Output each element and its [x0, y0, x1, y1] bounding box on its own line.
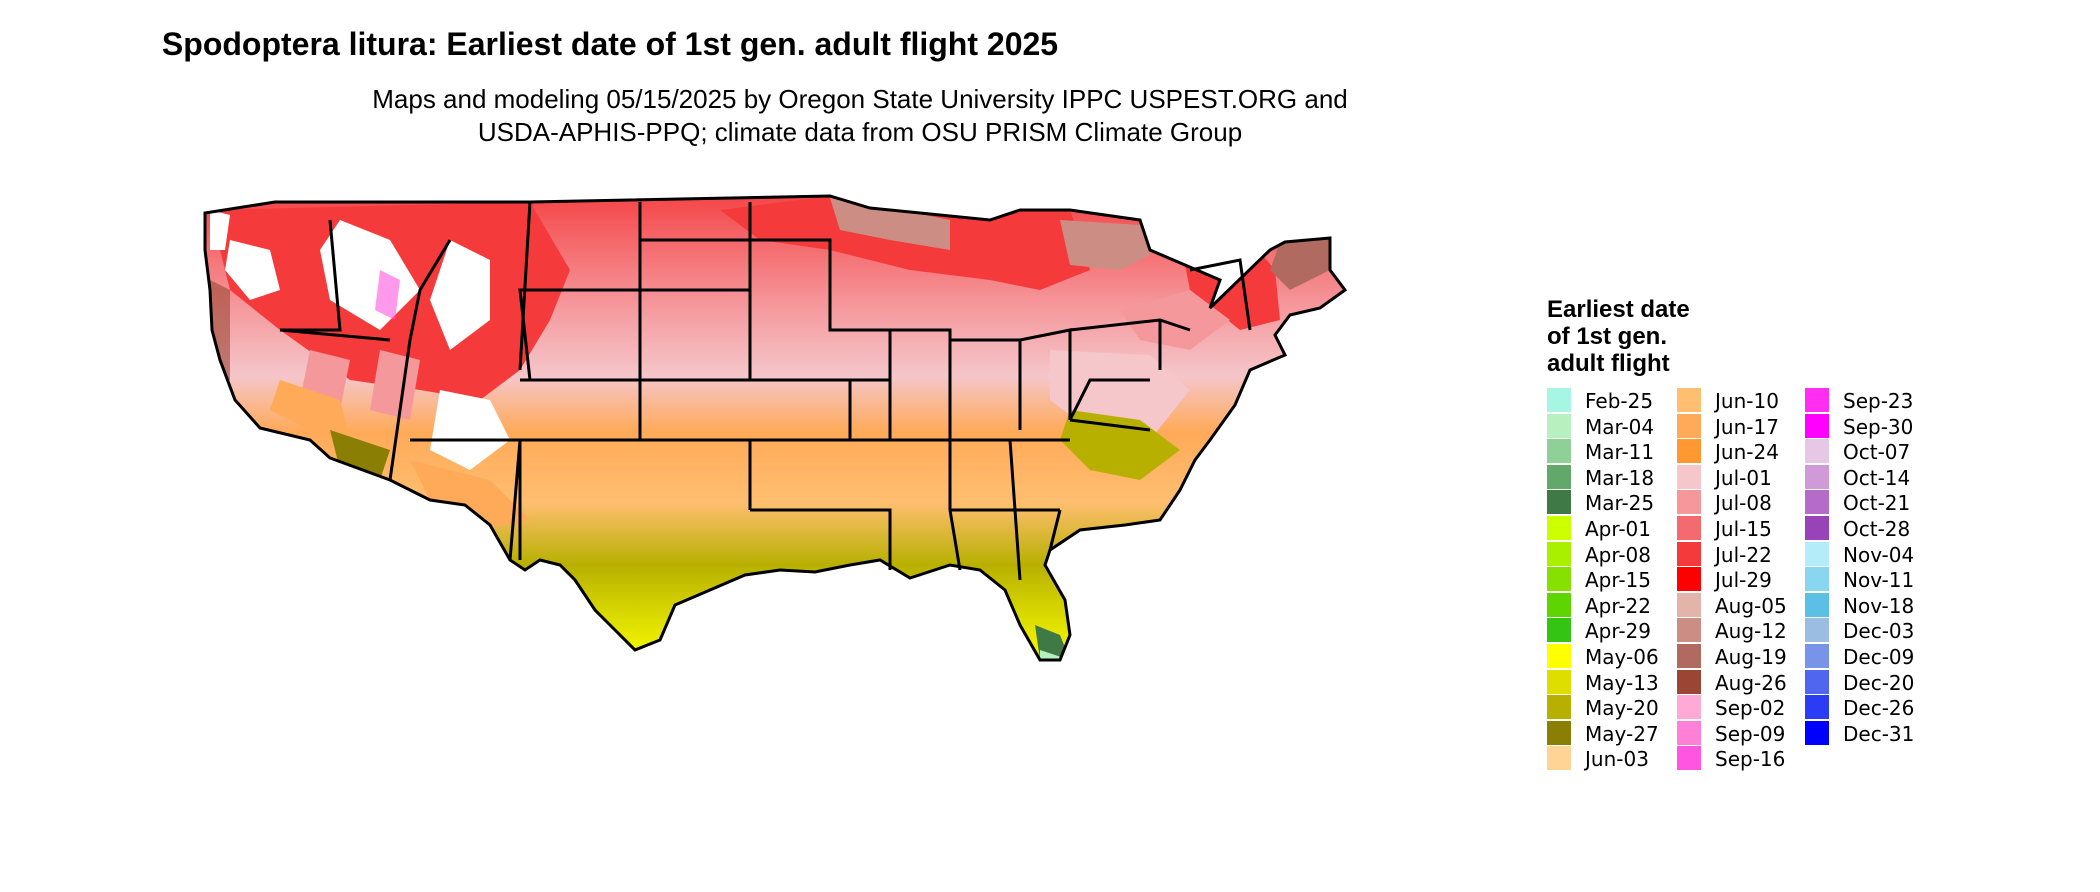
- legend-label: Mar-18: [1585, 465, 1655, 490]
- legend-label: Oct-28: [1843, 516, 1911, 541]
- legend-label: Nov-18: [1843, 593, 1915, 618]
- legend-swatch: [1805, 592, 1829, 617]
- legend-swatch: [1677, 746, 1701, 771]
- legend-label: Dec-20: [1843, 670, 1915, 695]
- legend-label: Dec-31: [1843, 721, 1915, 746]
- legend-label: Oct-21: [1843, 491, 1911, 516]
- legend-swatch: [1677, 567, 1701, 592]
- legend-swatch: [1677, 618, 1701, 643]
- legend-label: Aug-19: [1715, 644, 1787, 669]
- legend-swatch: [1547, 592, 1571, 617]
- legend-swatch: [1805, 695, 1829, 720]
- legend-label: Sep-16: [1715, 747, 1786, 772]
- legend-label: Apr-22: [1585, 593, 1651, 618]
- subtitle-line-2: USDA-APHIS-PPQ; climate data from OSU PR…: [477, 117, 1243, 147]
- legend-swatch: [1677, 669, 1701, 694]
- legend-swatch: [1547, 541, 1571, 566]
- legend-swatch: [1805, 439, 1829, 464]
- legend-swatch: [1677, 388, 1701, 412]
- legend-label: May-27: [1585, 721, 1659, 746]
- legend-swatch: [1547, 643, 1571, 668]
- legend-label: Jun-10: [1715, 389, 1779, 413]
- legend-swatch: [1547, 515, 1571, 540]
- legend-swatch: [1805, 567, 1829, 592]
- legend-swatch: [1547, 669, 1571, 694]
- us-map: [203, 194, 1347, 662]
- legend-swatch: [1805, 618, 1829, 643]
- subtitle-line-1: Maps and modeling 05/15/2025 by Oregon S…: [372, 84, 1348, 114]
- legend-label: Dec-09: [1843, 644, 1915, 669]
- legend-label: May-06: [1585, 644, 1659, 669]
- legend-label: May-20: [1585, 696, 1659, 721]
- legend-label: Mar-04: [1585, 414, 1655, 439]
- legend-label: Jul-15: [1715, 516, 1772, 541]
- legend-swatch: [1677, 541, 1701, 566]
- legend-label: Jul-22: [1715, 542, 1772, 567]
- legend-label: Oct-07: [1843, 440, 1911, 465]
- legend-swatch: [1805, 515, 1829, 540]
- legend-swatch: [1805, 388, 1829, 412]
- legend-title-line-2: of 1st gen.: [1547, 323, 1668, 350]
- legend-swatch: [1547, 464, 1571, 489]
- legend-label: Nov-04: [1843, 542, 1915, 567]
- legend-swatch: [1547, 695, 1571, 720]
- legend-swatch: [1547, 618, 1571, 643]
- legend-swatch: [1805, 541, 1829, 566]
- legend-swatch: [1805, 720, 1829, 745]
- legend-label: Jul-29: [1715, 568, 1772, 593]
- legend-swatch: [1677, 592, 1701, 617]
- legend-label: Aug-26: [1715, 670, 1787, 695]
- legend-label: Apr-15: [1585, 568, 1651, 593]
- legend-label: Jul-08: [1715, 491, 1772, 516]
- legend-label: Dec-26: [1843, 696, 1915, 721]
- legend-swatch: [1547, 720, 1571, 745]
- legend-swatch: [1547, 746, 1571, 771]
- legend-swatch: [1677, 464, 1701, 489]
- legend-label: Sep-30: [1843, 414, 1914, 439]
- legend-swatch: [1547, 439, 1571, 464]
- map-title: Spodoptera litura: Earliest date of 1st …: [161, 26, 1059, 62]
- legend-swatch: [1547, 388, 1571, 412]
- legend-title-line-1: Earliest date: [1547, 296, 1690, 323]
- legend-label: Aug-12: [1715, 619, 1787, 644]
- legend-swatch: [1805, 464, 1829, 489]
- legend-label: Mar-25: [1585, 491, 1655, 516]
- legend-label: Apr-01: [1585, 516, 1651, 541]
- legend-label: Apr-08: [1585, 542, 1651, 567]
- legend-swatch: [1677, 413, 1701, 438]
- legend-swatch: [1677, 515, 1701, 540]
- legend-swatch: [1805, 669, 1829, 694]
- legend-label: Mar-11: [1585, 440, 1655, 465]
- legend-swatch: [1547, 567, 1571, 592]
- legend-label: Nov-11: [1843, 568, 1915, 593]
- legend-label: Sep-09: [1715, 721, 1786, 746]
- legend-label: May-13: [1585, 670, 1659, 695]
- legend-label: Jun-17: [1715, 414, 1779, 439]
- legend-label: Dec-03: [1843, 619, 1915, 644]
- legend-swatch: [1677, 643, 1701, 668]
- legend-label: Jul-01: [1715, 465, 1772, 490]
- legend-swatch: [1547, 413, 1571, 438]
- state-borders: [203, 194, 1347, 662]
- legend-label: Oct-14: [1843, 465, 1911, 490]
- flight-date-raster: [205, 196, 1345, 660]
- legend-label: Apr-29: [1585, 619, 1651, 644]
- legend-swatch: [1677, 720, 1701, 745]
- legend-label: Jun-24: [1715, 440, 1779, 465]
- legend-swatch: [1547, 490, 1571, 515]
- legend-swatch: [1805, 643, 1829, 668]
- legend-swatch: [1677, 695, 1701, 720]
- legend-label: Sep-23: [1843, 389, 1914, 413]
- legend-title-line-3: adult flight: [1547, 350, 1670, 377]
- legend-label: Feb-25: [1585, 389, 1654, 413]
- map-subtitle: Maps and modeling 05/15/2025 by Oregon S…: [330, 83, 1390, 149]
- legend-swatch: [1805, 413, 1829, 438]
- legend-swatch: [1677, 490, 1701, 515]
- legend-label: Aug-05: [1715, 593, 1787, 618]
- legend-title: Earliest date of 1st gen. adult flight: [1547, 296, 1777, 377]
- legend-label: Jun-03: [1585, 747, 1649, 772]
- legend-swatch: [1677, 439, 1701, 464]
- legend-label: Sep-02: [1715, 696, 1786, 721]
- legend-swatch: [1805, 490, 1829, 515]
